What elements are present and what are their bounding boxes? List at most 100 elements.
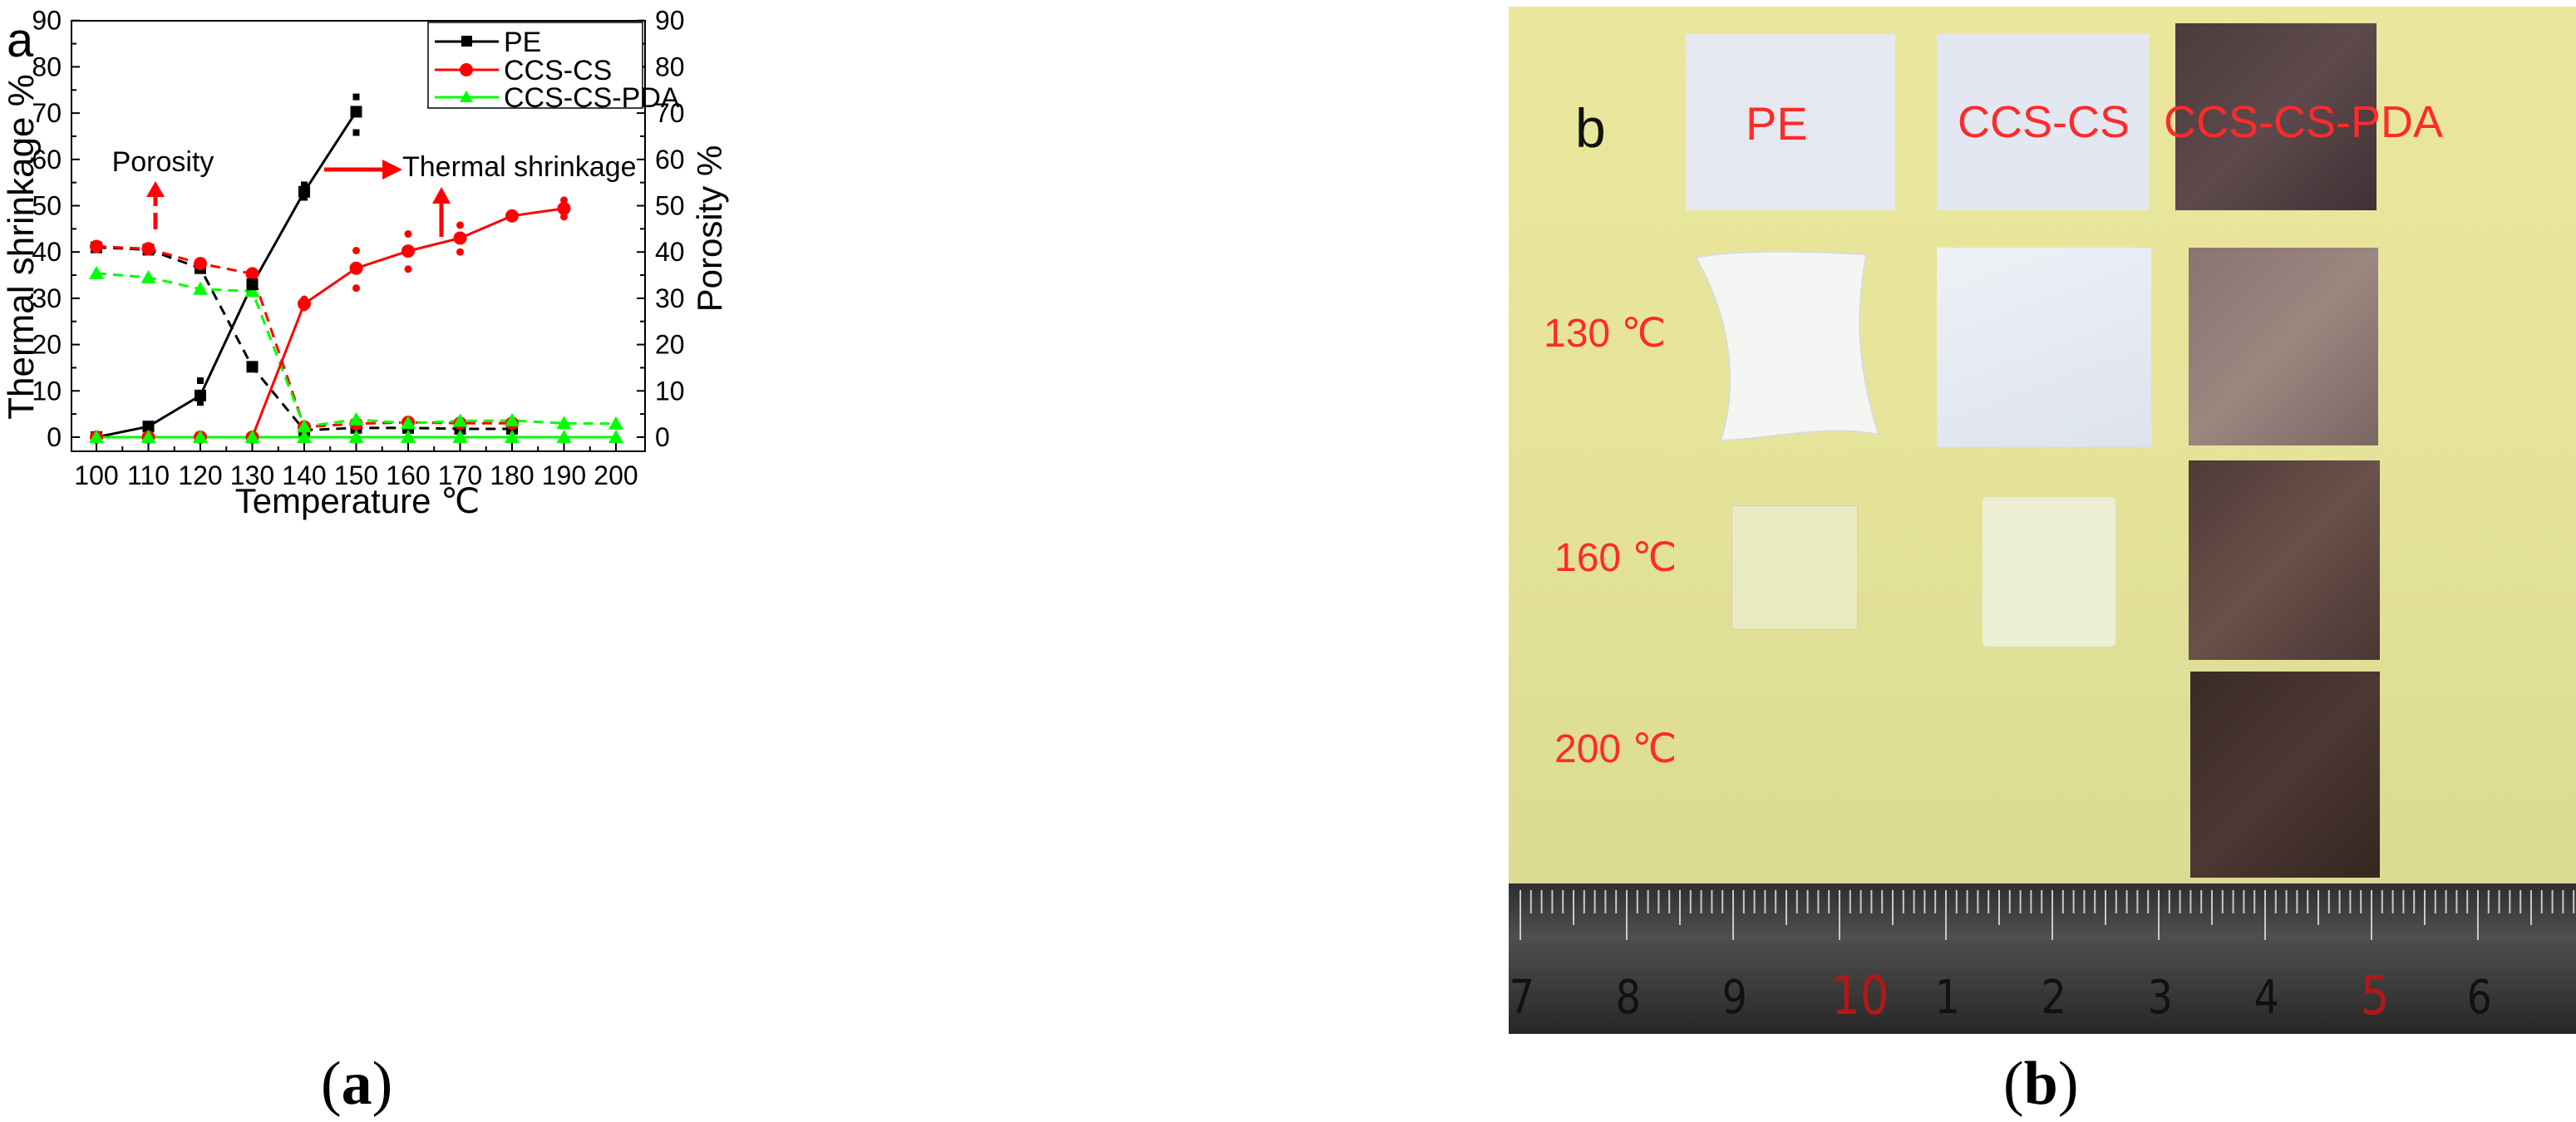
ruler-number: 4 [2253, 971, 2279, 1025]
y-tick-label-right: 80 [655, 52, 685, 81]
row-label-160: 160 ℃ [1554, 536, 1677, 580]
shrinkage-point-ccs-cs [349, 261, 363, 275]
row-label-200: 200 ℃ [1554, 727, 1677, 771]
ruler-number: 6 [2466, 971, 2492, 1025]
sample-ccs-cs-pda-130 [2189, 248, 2378, 445]
shrinkage-point-ccs-cs-pda [505, 430, 520, 443]
error-dot [560, 196, 568, 204]
error-dot [300, 303, 308, 312]
ruler-number: 9 [1721, 971, 1747, 1025]
porosity-point-ccs-cs [90, 239, 103, 253]
shrinkage-point-pe [350, 106, 362, 118]
thermal-shrinkage-arrow [324, 160, 402, 180]
error-dot [456, 248, 464, 256]
x-tick-label: 110 [127, 460, 170, 490]
x-tick-label: 100 [74, 460, 118, 490]
legend-marker-ccs-cs [460, 63, 473, 76]
shrinkage-point-ccs-cs [401, 244, 415, 258]
porosity-point-ccs-cs [194, 257, 207, 271]
porosity-line-ccs-cs-pda [96, 272, 617, 428]
panel-letter-b: b [1575, 97, 1606, 159]
y-tick-label-right: 70 [655, 98, 685, 128]
shrinkage-point-ccs-cs [453, 231, 467, 245]
y-tick-label-right: 0 [655, 422, 670, 452]
x-tick-label: 180 [490, 460, 534, 490]
shrinkage-point-ccs-cs-pda [89, 430, 104, 443]
error-dot [197, 399, 204, 406]
shrinkage-up-arrow [432, 187, 451, 237]
porosity-point-ccs-cs-pda [140, 269, 156, 283]
ruler-ticks [1519, 890, 2575, 940]
porosity-point-ccs-cs [245, 267, 259, 281]
error-dot [301, 194, 308, 201]
caption-b-letter: b [2023, 1050, 2058, 1118]
porosity-point-ccs-cs-pda [608, 416, 623, 430]
y-tick-label-right: 60 [655, 145, 685, 175]
sample-pe-160 [1731, 505, 1858, 630]
porosity-point-ccs-cs-pda [193, 281, 208, 295]
legend: PE CCS-CS CCS-CS-PDA [427, 22, 680, 114]
ruler-number: 2 [2041, 971, 2066, 1025]
shrinkage-point-ccs-cs [557, 201, 571, 215]
shrinkage-point-ccs-cs-pda [348, 430, 364, 443]
y-tick-label-left: 20 [32, 330, 62, 360]
y-tick-label-left: 90 [32, 6, 62, 36]
column-label-ccs-cs: CCS-CS [1958, 97, 2130, 147]
shrinkage-point-ccs-cs-pda [608, 430, 623, 443]
sample-ccs-cs-130 [1937, 248, 2151, 447]
shrinkage-point-ccs-cs-pda [452, 430, 468, 443]
shrinkage-point-ccs-cs-pda [140, 430, 156, 443]
porosity-point-ccs-cs-pda [348, 411, 364, 426]
error-dot [352, 93, 360, 101]
legend-label-ccs-cs-pda: CCS-CS-PDA [504, 82, 680, 114]
y-tick-label-left: 50 [32, 191, 62, 221]
porosity-line-pe [96, 246, 512, 432]
porosity-point-ccs-cs-pda [505, 412, 520, 426]
caption-a-letter: a [341, 1050, 372, 1118]
porosity-point-pe [246, 361, 259, 373]
thermal-shrinkage-annotation: Thermal shrinkage [402, 151, 637, 183]
porosity-point-ccs-cs-pda [244, 283, 260, 298]
shrinkage-porosity-chart: 100 110 120 130 140 150 160 170 180 190 200 0 0 10 10 2… [1, 6, 729, 520]
shrinkage-point-ccs-cs-pda [401, 430, 416, 443]
y-axis-label-right: Porosity % [690, 145, 729, 312]
porosity-point-ccs-cs-pda [452, 413, 468, 427]
legend-label-pe: PE [504, 27, 541, 58]
shrinkage-point-ccs-cs-pda [297, 430, 312, 443]
panel-letter-a: a [7, 13, 34, 67]
y-tick-label-right: 10 [655, 376, 685, 406]
x-tick-label: 160 [386, 460, 430, 490]
y-tick-label-left: 30 [32, 283, 62, 313]
x-tick-label: 140 [282, 460, 326, 490]
porosity-point-ccs-cs-pda [401, 416, 416, 430]
x-axis-label: Temperature ℃ [235, 481, 480, 520]
y-tick-label-left: 80 [32, 52, 62, 81]
error-dot [404, 229, 412, 238]
porosity-point-ccs-cs [141, 242, 155, 256]
column-label-pe: PE [1746, 97, 1808, 150]
error-dot [301, 181, 308, 189]
shrinkage-point-ccs-cs-pda [193, 430, 208, 443]
sample-ccs-cs-pda-200 [2190, 672, 2380, 878]
x-tick-label: 200 [594, 460, 638, 490]
legend-marker-ccs-cs-pda [460, 91, 473, 102]
shrinkage-point-pe [195, 389, 206, 401]
y-tick-label-right: 30 [655, 283, 685, 313]
y-tick-label-left: 0 [47, 422, 62, 452]
error-dot [404, 265, 412, 273]
shrinkage-point-pe [142, 421, 155, 433]
shrinkage-line-ccs-cs [96, 207, 564, 439]
plot-frame [71, 20, 646, 452]
error-dot [352, 247, 360, 255]
error-dot [456, 221, 464, 229]
ruler-number: 10 [1831, 966, 1889, 1027]
ruler-number: 8 [1615, 971, 1641, 1025]
shrinkage-point-ccs-cs-pda [556, 430, 572, 443]
y-tick-label-left: 10 [32, 376, 62, 406]
row-label-130: 130 ℃ [1544, 312, 1667, 356]
error-dot [352, 284, 360, 293]
x-tick-label: 170 [438, 460, 482, 490]
y-axis-label-left: Thermal shrinkage % [1, 74, 42, 420]
caption-a: (a) [321, 1050, 393, 1118]
caption-b: (b) [2003, 1050, 2079, 1118]
